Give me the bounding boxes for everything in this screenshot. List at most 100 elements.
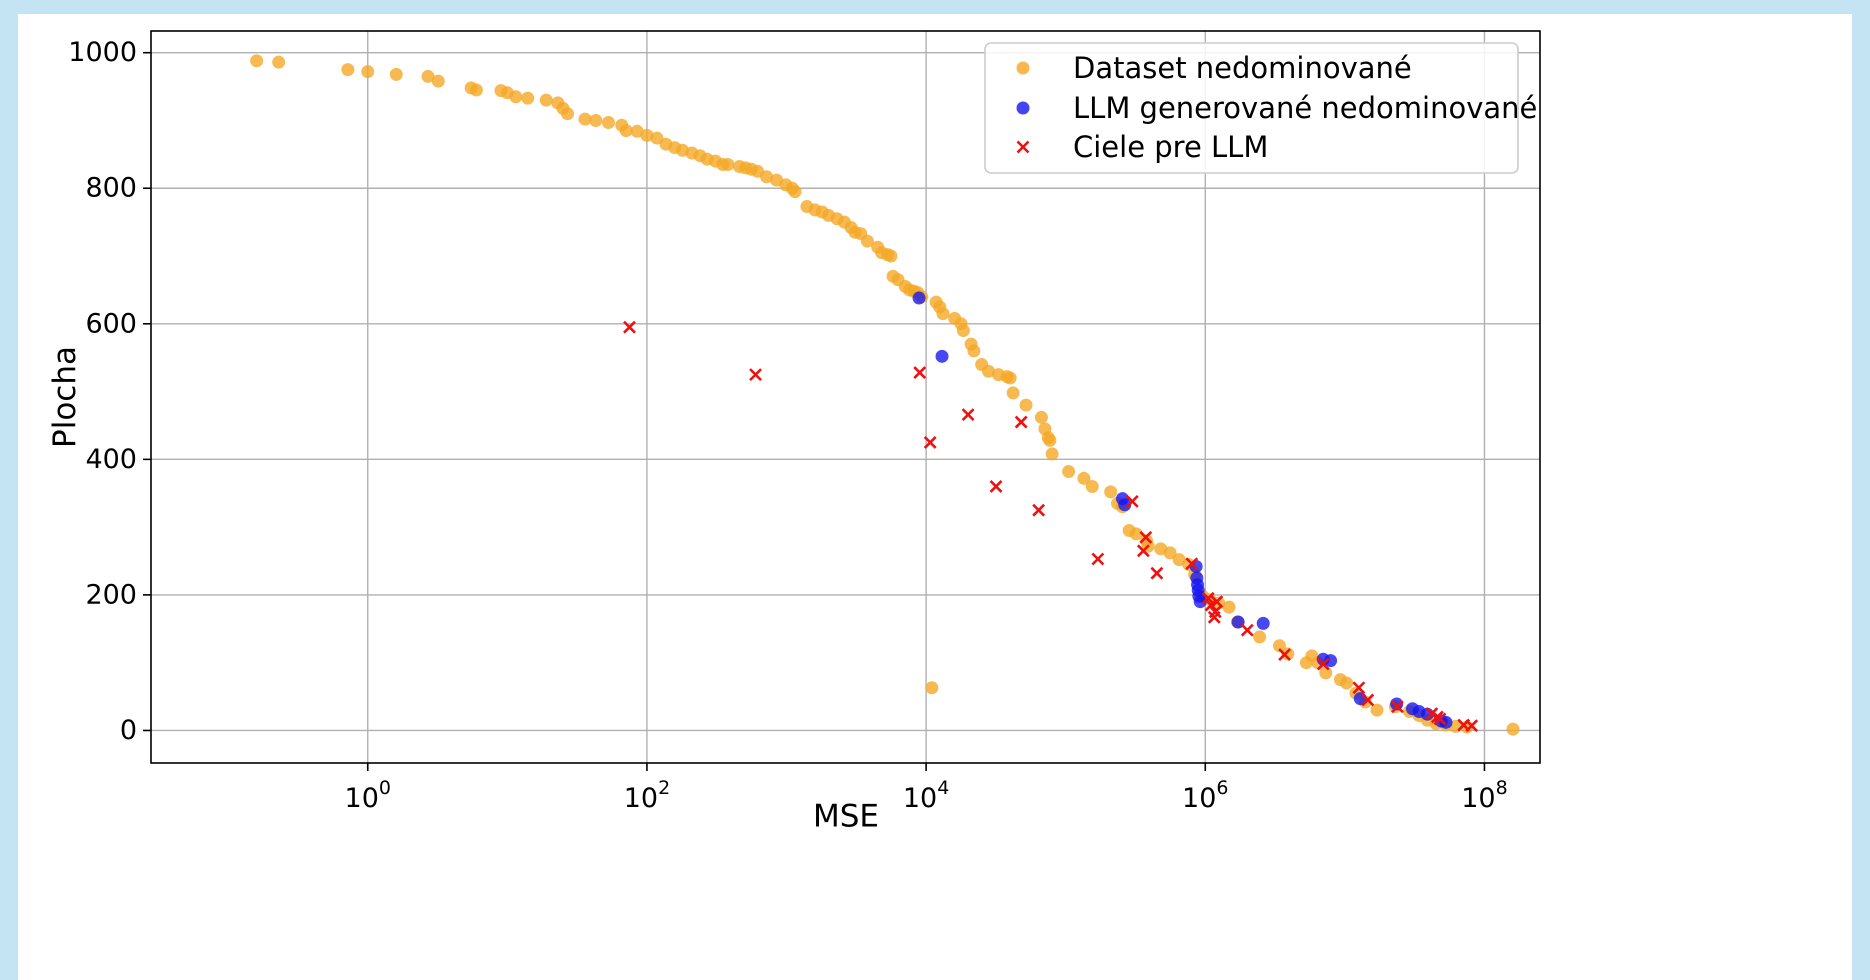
y-tick-label: 0: [120, 715, 137, 746]
dataset-point: [341, 63, 355, 77]
x-tick-label: 100: [345, 777, 391, 814]
dataset-point: [421, 69, 435, 83]
llm-point: [1324, 654, 1338, 668]
x-axis-label: MSE: [813, 798, 879, 834]
target-marker: [1361, 693, 1375, 707]
dataset-point: [1319, 666, 1333, 680]
target-marker: [1208, 605, 1222, 619]
x-tick-label: 106: [1182, 777, 1228, 814]
dataset-point: [1006, 386, 1020, 400]
dataset-point: [1506, 722, 1520, 736]
dataset-point: [1104, 485, 1118, 499]
target-marker: [1352, 681, 1366, 695]
y-tick-label: 1000: [68, 37, 137, 68]
dataset-point: [521, 91, 535, 105]
y-tick-label: 400: [85, 444, 137, 475]
target-marker: [961, 408, 975, 422]
dataset-point: [1045, 447, 1059, 461]
target-marker: [1185, 557, 1199, 571]
dataset-point: [1077, 471, 1091, 485]
dataset-point: [1003, 371, 1017, 385]
target-marker: [1125, 494, 1139, 508]
dataset-point: [936, 307, 950, 321]
ticks: 100 102 104 106 108 0 200 400 600 800 1000: [68, 37, 1507, 814]
llm-point: [1439, 715, 1453, 729]
y-axis-label: Plocha: [47, 346, 83, 448]
legend-box: [984, 42, 1519, 174]
legend-label-target: Ciele pre LLM: [1073, 130, 1268, 164]
llm-point: [935, 349, 949, 363]
dataset-point: [578, 112, 592, 126]
target-marker: [1465, 719, 1479, 733]
dataset-point: [1222, 600, 1236, 614]
dataset-point: [619, 124, 633, 138]
dataset-point: [1034, 410, 1048, 424]
y-tick-label: 800: [85, 173, 137, 204]
target-marker: [1091, 552, 1105, 566]
dataset-point: [788, 185, 802, 199]
dataset-point: [1340, 676, 1354, 690]
dataset-point: [431, 74, 445, 88]
target-marker: [1014, 415, 1028, 429]
dataset-point: [1163, 546, 1177, 560]
dataset-point: [967, 344, 981, 358]
grid: [151, 31, 1540, 763]
dataset-point: [361, 65, 375, 79]
figure: 100 102 104 106 108 0 200 400 600 800 1000 MSE Plo…: [18, 14, 1852, 980]
dataset-point: [925, 681, 939, 695]
dataset-point: [1129, 527, 1143, 541]
dataset-point: [1253, 630, 1267, 644]
llm-point: [912, 291, 926, 305]
dataset-point: [1062, 465, 1076, 479]
llm-point: [1193, 595, 1207, 609]
target-marker: [1210, 595, 1224, 609]
target-marker: [1240, 623, 1254, 637]
legend-x-glyph: [1016, 140, 1030, 154]
target-marker: [989, 480, 1003, 493]
dataset-point: [589, 113, 603, 127]
dataset-point: [1281, 647, 1295, 661]
target-marker: [1316, 657, 1330, 671]
y-tick-label: 600: [85, 308, 137, 339]
dataset-point: [601, 116, 615, 129]
dataset-point: [272, 55, 286, 69]
legend-marker-target: [1016, 140, 1030, 154]
llm-point: [1118, 498, 1132, 512]
target-marker: [1032, 503, 1046, 517]
dataset-point: [1043, 433, 1057, 447]
scatter-chart: 100 102 104 106 108 0 200 400 600 800 1000 MSE Plo…: [47, 30, 1541, 834]
x-tick-label: 108: [1461, 777, 1507, 814]
target-marker: [1201, 591, 1215, 605]
legend-label-dataset: Dataset nedominované: [1073, 51, 1412, 85]
x-tick-label: 104: [903, 777, 949, 814]
dataset-point: [389, 67, 403, 81]
target-marker: [623, 320, 636, 334]
series-target-marker: [623, 320, 1479, 733]
dataset-point: [884, 249, 898, 263]
marks: [250, 54, 1520, 736]
dataset-point: [561, 107, 575, 121]
legend: Dataset nedominované LLM generované nedo…: [984, 42, 1537, 174]
target-marker: [1391, 700, 1404, 714]
dataset-point: [982, 364, 996, 378]
dataset-point: [1019, 398, 1033, 412]
dataset-point: [1085, 479, 1099, 493]
dataset-point: [539, 93, 553, 107]
dataset-point: [630, 124, 644, 138]
dataset-point: [956, 324, 970, 338]
dataset-point: [1272, 639, 1286, 653]
dataset-point: [1370, 703, 1384, 717]
dataset-point: [250, 54, 264, 68]
dataset-point: [860, 234, 874, 248]
target-marker: [1278, 648, 1292, 661]
dataset-point: [469, 83, 483, 97]
llm-point: [1256, 616, 1270, 630]
target-marker: [923, 435, 937, 449]
target-marker: [1150, 566, 1164, 580]
target-marker: [1139, 530, 1153, 544]
target-marker: [913, 366, 927, 380]
dataset-point: [760, 170, 774, 184]
target-marker: [1433, 712, 1447, 726]
dataset-point: [640, 128, 654, 142]
legend-label-llm: LLM generované nedominované: [1073, 91, 1537, 125]
